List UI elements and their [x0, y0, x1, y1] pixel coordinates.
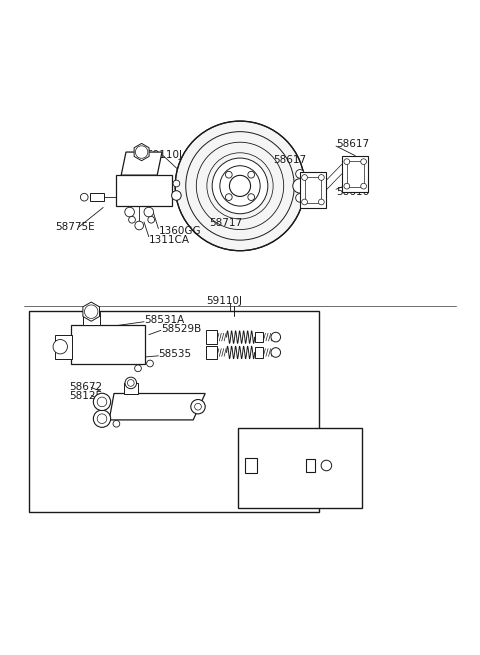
Circle shape: [80, 193, 88, 201]
Circle shape: [144, 207, 154, 217]
Circle shape: [302, 175, 308, 180]
Bar: [342, 156, 369, 192]
Circle shape: [226, 194, 232, 200]
Text: 58535: 58535: [158, 349, 192, 359]
Circle shape: [321, 460, 332, 471]
Circle shape: [302, 199, 308, 205]
Circle shape: [313, 187, 319, 192]
Bar: [306, 459, 315, 472]
Bar: [238, 428, 362, 508]
Text: 58775E: 58775E: [55, 221, 95, 232]
Bar: [255, 332, 264, 343]
Circle shape: [248, 172, 254, 178]
Circle shape: [148, 216, 155, 223]
Circle shape: [296, 170, 304, 178]
Circle shape: [293, 179, 307, 193]
Circle shape: [128, 380, 134, 386]
Text: 58717: 58717: [209, 218, 242, 228]
Text: 58672: 58672: [70, 383, 103, 392]
Circle shape: [125, 377, 136, 388]
Text: 58616: 58616: [336, 187, 369, 197]
Polygon shape: [121, 152, 162, 175]
Circle shape: [147, 360, 154, 367]
Circle shape: [319, 175, 324, 180]
Circle shape: [248, 194, 254, 200]
Bar: [206, 330, 217, 344]
Bar: [305, 177, 322, 203]
Circle shape: [129, 216, 135, 223]
Circle shape: [319, 199, 324, 205]
Text: 58617: 58617: [274, 155, 307, 166]
Circle shape: [313, 175, 319, 181]
Circle shape: [212, 158, 268, 214]
Text: 1360GG: 1360GG: [158, 227, 201, 236]
Circle shape: [220, 166, 260, 206]
Bar: [124, 383, 138, 394]
Circle shape: [135, 146, 148, 159]
Bar: [347, 160, 364, 187]
Circle shape: [94, 393, 111, 411]
Circle shape: [53, 339, 67, 354]
Bar: [56, 335, 72, 359]
Circle shape: [84, 305, 98, 318]
Circle shape: [94, 410, 111, 427]
Text: 58617: 58617: [336, 139, 369, 149]
Bar: [90, 193, 105, 202]
Circle shape: [113, 421, 120, 427]
Polygon shape: [109, 394, 205, 420]
Text: 58510B: 58510B: [263, 491, 303, 502]
Bar: [255, 347, 264, 358]
Circle shape: [296, 194, 304, 202]
Circle shape: [229, 176, 251, 196]
Text: 58529B: 58529B: [161, 324, 201, 334]
Circle shape: [226, 172, 232, 178]
Polygon shape: [83, 302, 99, 321]
Circle shape: [361, 159, 367, 164]
Text: 59110J: 59110J: [146, 150, 182, 160]
Circle shape: [175, 121, 305, 251]
Polygon shape: [134, 143, 149, 160]
Circle shape: [97, 397, 107, 407]
Text: 58531A: 58531A: [144, 315, 184, 325]
Bar: [245, 458, 257, 473]
Polygon shape: [71, 325, 145, 364]
Bar: [83, 312, 100, 325]
Circle shape: [134, 365, 142, 371]
Circle shape: [361, 183, 367, 189]
Circle shape: [191, 400, 205, 414]
Bar: [206, 346, 217, 359]
Circle shape: [195, 403, 202, 410]
Circle shape: [344, 183, 349, 189]
Bar: [300, 172, 326, 208]
Circle shape: [125, 207, 134, 217]
Polygon shape: [116, 175, 172, 206]
Circle shape: [301, 178, 313, 189]
Circle shape: [344, 159, 349, 164]
Circle shape: [97, 414, 107, 424]
Circle shape: [173, 180, 180, 187]
Circle shape: [135, 221, 144, 230]
Text: 58125: 58125: [70, 390, 103, 401]
Text: 59110J: 59110J: [206, 295, 242, 306]
Text: 1311CA: 1311CA: [149, 234, 190, 245]
Circle shape: [172, 191, 181, 200]
Circle shape: [271, 348, 281, 357]
Bar: [29, 310, 319, 512]
Circle shape: [271, 332, 281, 342]
